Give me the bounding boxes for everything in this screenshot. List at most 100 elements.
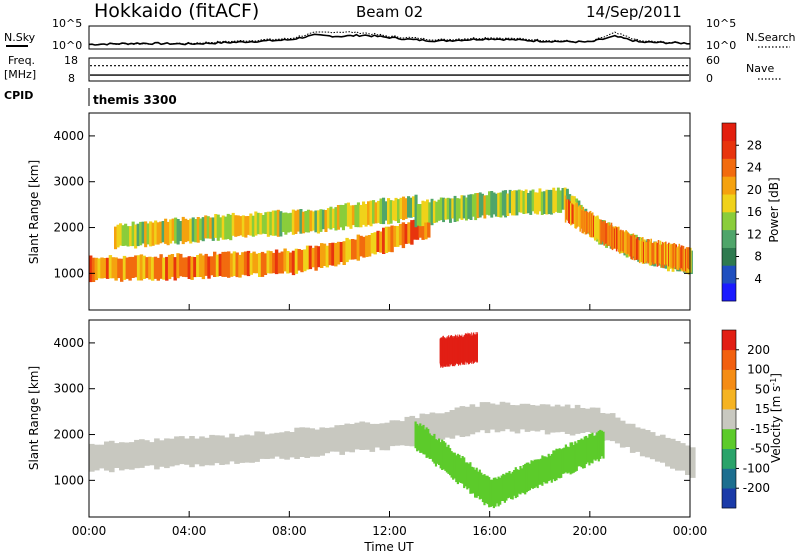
nsky-panel: N.Sky 10^5 10^0 10^5 10^0 N.Search — [4, 17, 796, 52]
data-cell — [517, 470, 520, 494]
data-cell — [531, 189, 535, 212]
data-cell — [529, 190, 533, 215]
data-cell — [564, 444, 567, 473]
data-cell — [373, 232, 377, 255]
data-cell — [618, 226, 620, 252]
colorbar-tick-label: 20 — [747, 183, 762, 197]
data-cell — [104, 441, 110, 471]
colorbar-tick-label: 24 — [747, 161, 762, 175]
data-cell — [607, 222, 610, 245]
data-cell — [294, 248, 299, 274]
cpid-label: CPID — [4, 89, 33, 102]
data-cell — [481, 474, 484, 503]
data-cell — [311, 211, 315, 231]
data-cell — [249, 213, 253, 236]
data-cell — [105, 257, 110, 279]
y-tick-label: 3000 — [53, 175, 84, 189]
colorbar-tick-label: -200 — [743, 481, 770, 495]
data-cell — [533, 192, 537, 214]
data-cell — [484, 402, 491, 434]
data-cell — [329, 427, 335, 452]
data-cell — [509, 405, 516, 432]
data-cell — [393, 225, 397, 247]
data-cell — [239, 216, 243, 236]
colorbar-tick-label: 50 — [755, 382, 770, 396]
data-cell — [229, 214, 233, 241]
data-cell — [488, 191, 491, 216]
data-cell — [598, 218, 600, 243]
data-cell — [614, 226, 617, 249]
data-cell — [359, 235, 363, 257]
data-cell — [467, 194, 471, 219]
y-tick-label: 4000 — [53, 129, 84, 143]
data-cell — [149, 442, 155, 466]
data-cell — [144, 440, 150, 466]
data-cell — [479, 402, 486, 431]
data-cell — [114, 443, 120, 468]
data-cell — [610, 222, 613, 249]
time-axis-label: Time UT — [363, 540, 414, 554]
data-cell — [108, 255, 113, 279]
data-cell — [210, 256, 214, 276]
data-cell — [539, 404, 546, 431]
data-cell — [289, 212, 293, 232]
data-cell — [519, 466, 522, 495]
data-cell — [256, 212, 260, 235]
colorbar-tick-label: 4 — [754, 272, 762, 286]
data-cell — [139, 221, 143, 246]
data-cell — [678, 243, 681, 268]
data-cell — [324, 427, 330, 454]
data-cell — [235, 252, 239, 278]
data-cell — [224, 216, 228, 240]
data-cell — [550, 189, 553, 215]
data-cell — [445, 446, 448, 473]
data-cell — [450, 451, 453, 478]
data-cell — [181, 216, 185, 245]
data-cell — [196, 217, 200, 243]
data-cell — [547, 453, 550, 482]
data-cell — [316, 210, 320, 234]
data-cell — [149, 221, 153, 247]
data-cell — [491, 479, 494, 507]
data-cell — [191, 217, 195, 242]
data-cell — [271, 210, 275, 236]
date-label: 14/Sep/2011 — [586, 3, 682, 21]
data-cell — [249, 253, 253, 275]
data-cell — [351, 205, 355, 226]
data-cell — [655, 241, 658, 264]
data-cell — [566, 199, 569, 221]
data-cell — [259, 431, 265, 459]
data-cell — [524, 403, 531, 432]
data-cell — [508, 189, 512, 214]
data-cell — [462, 195, 466, 219]
data-cell — [374, 202, 378, 224]
power-colorbar: 4 8 12 16 20 24 28 — [721, 122, 762, 302]
data-cell — [255, 253, 259, 274]
data-cell — [116, 224, 120, 248]
data-cell — [652, 243, 654, 265]
data-cell — [574, 441, 577, 472]
data-cell — [339, 425, 345, 455]
data-cell — [156, 257, 160, 281]
data-cell — [226, 213, 230, 239]
data-cell — [384, 422, 391, 451]
data-cell — [314, 429, 320, 457]
data-cell — [362, 201, 366, 225]
data-cell — [159, 440, 165, 467]
data-cell — [631, 234, 634, 260]
data-cell — [344, 423, 350, 452]
data-cell — [219, 217, 223, 238]
data-cell — [432, 200, 436, 223]
data-cell — [660, 245, 663, 268]
data-cell — [151, 257, 155, 281]
data-cell — [591, 212, 594, 237]
data-cell — [626, 231, 628, 255]
data-cell — [146, 223, 150, 245]
data-cell — [590, 213, 593, 238]
data-cell — [359, 204, 363, 228]
data-cell — [396, 226, 400, 247]
data-cell — [117, 258, 121, 279]
data-cell — [187, 256, 191, 279]
data-cell — [600, 219, 602, 244]
